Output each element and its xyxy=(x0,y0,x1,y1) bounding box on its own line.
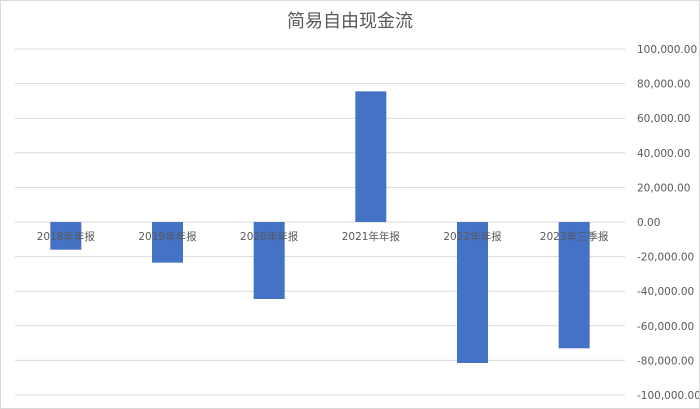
y-tick-label: 40,000.00 xyxy=(637,148,690,160)
category-label: 2019年年报 xyxy=(138,230,197,243)
y-tick-label: 80,000.00 xyxy=(637,79,690,91)
bar xyxy=(355,91,387,222)
y-tick-label: -20,000.00 xyxy=(637,252,694,264)
bar xyxy=(50,222,82,250)
y-tick-label: -60,000.00 xyxy=(637,321,694,333)
category-label: 2021年年报 xyxy=(342,230,401,243)
y-tick-label: 0.00 xyxy=(637,217,660,229)
y-tick-label: 60,000.00 xyxy=(637,113,690,125)
y-tick-label: -100,000.00 xyxy=(637,390,699,402)
category-label: 2022年年报 xyxy=(443,230,502,243)
bar xyxy=(152,222,183,263)
y-tick-label: -80,000.00 xyxy=(637,355,694,367)
bar xyxy=(558,222,590,349)
y-tick-label: -40,000.00 xyxy=(637,286,694,298)
chart-title: 简易自由现金流 xyxy=(287,11,413,32)
y-tick-label: 20,000.00 xyxy=(637,182,690,194)
y-tick-label: 100,000.00 xyxy=(637,44,697,56)
bar xyxy=(457,222,488,363)
category-label: 2018年年报 xyxy=(37,230,96,243)
bar xyxy=(253,222,285,299)
category-label: 2023年三季报 xyxy=(540,230,609,243)
category-label: 2020年年报 xyxy=(240,230,299,243)
